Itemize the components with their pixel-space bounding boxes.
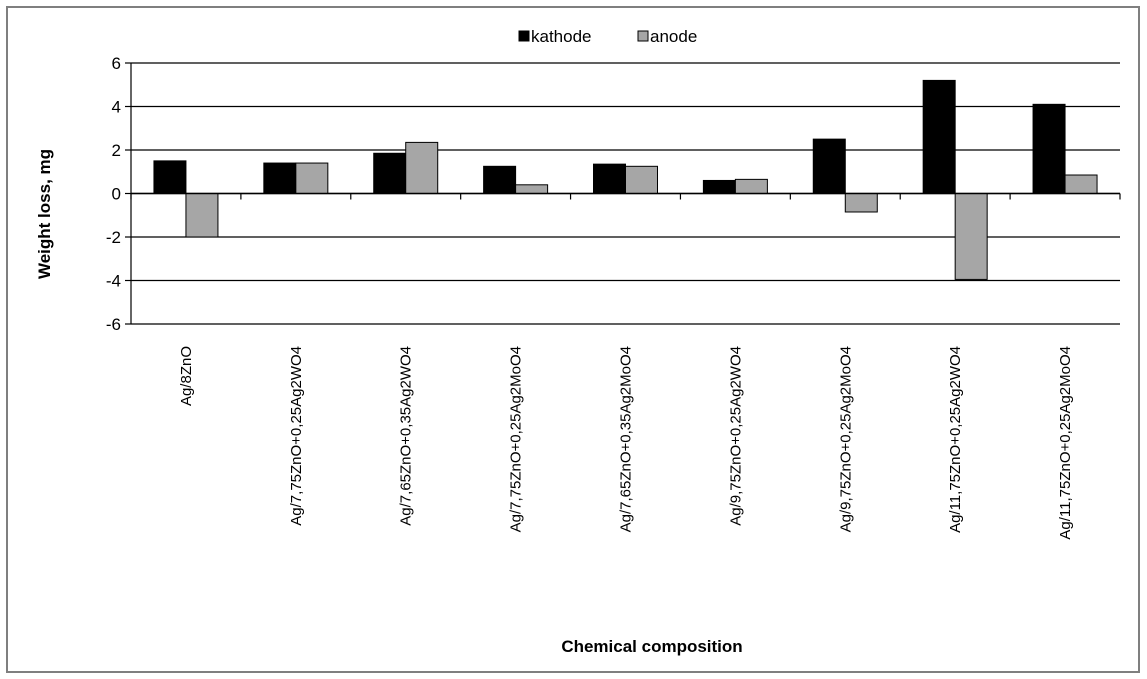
x-category-label: Ag/7,75ZnO+0,25Ag2WO4	[288, 346, 305, 526]
y-tick-label: 4	[112, 98, 121, 117]
bar-anode	[1064, 174, 1098, 194]
bar-kathode	[153, 160, 187, 194]
x-category-label: Ag/7,65ZnO+0,35Ag2MoO4	[618, 346, 635, 532]
x-category-label: Ag/8ZnO	[178, 346, 195, 406]
y-tick-label: -4	[106, 272, 121, 291]
bar-anode	[515, 184, 549, 195]
bar-kathode	[593, 163, 626, 194]
bar-kathode	[1032, 103, 1066, 194]
legend-swatch-anode	[637, 30, 649, 42]
axes	[130, 63, 1121, 324]
bar-kathode	[812, 138, 846, 194]
bar-chart: kathode anode -6 -4 -2 0 2 4 6 Ag/8ZnO Ag/7,75Z…	[35, 27, 1121, 656]
x-category-label: Ag/9,75ZnO+0,25Ag2MoO4	[837, 346, 854, 532]
legend-label-anode: anode	[650, 27, 697, 46]
x-category-label: Ag/11,75ZnO+0,25Ag2WO4	[947, 346, 964, 533]
y-axis-title: Weight loss, mg	[35, 149, 54, 279]
bar-anode	[185, 193, 219, 238]
x-category-label: Ag/9,75ZnO+0,25Ag2WO4	[727, 346, 744, 526]
x-axis-title: Chemical composition	[561, 637, 742, 656]
y-tick-label: 0	[112, 185, 121, 204]
legend: kathode anode	[518, 27, 697, 46]
x-category-label: Ag/7,65ZnO+0,35Ag2WO4	[398, 346, 415, 526]
legend-label-kathode: kathode	[531, 27, 592, 46]
bar-anode	[844, 193, 878, 213]
bar-kathode	[702, 179, 736, 194]
y-tick-labels: -6 -4 -2 0 2 4 6	[106, 54, 121, 334]
legend-swatch-kathode	[518, 30, 530, 42]
bar-kathode	[263, 162, 297, 195]
y-tick-label: -2	[106, 228, 121, 247]
bar-kathode	[373, 152, 407, 194]
bars	[153, 79, 1098, 280]
bar-anode	[405, 141, 439, 194]
x-category-labels: Ag/8ZnO Ag/7,75ZnO+0,25Ag2WO4 Ag/7,65ZnO+0…	[178, 346, 1074, 540]
y-tick-label: 2	[112, 141, 121, 160]
bar-anode	[734, 178, 768, 195]
chart-frame: kathode anode -6 -4 -2 0 2 4 6 Ag/8ZnO Ag/7,75Z…	[6, 6, 1140, 673]
bar-anode	[295, 162, 329, 195]
y-tick-label: 6	[112, 54, 121, 73]
y-tick-label: -6	[106, 315, 121, 334]
x-category-label: Ag/11,75ZnO+0,25Ag2MoO4	[1057, 346, 1074, 540]
bar-kathode	[922, 79, 956, 194]
bar-anode	[954, 193, 988, 280]
x-category-label: Ag/7,75ZnO+0,25Ag2MoO4	[508, 346, 525, 532]
bar-anode	[625, 165, 658, 194]
bar-kathode	[483, 165, 517, 194]
